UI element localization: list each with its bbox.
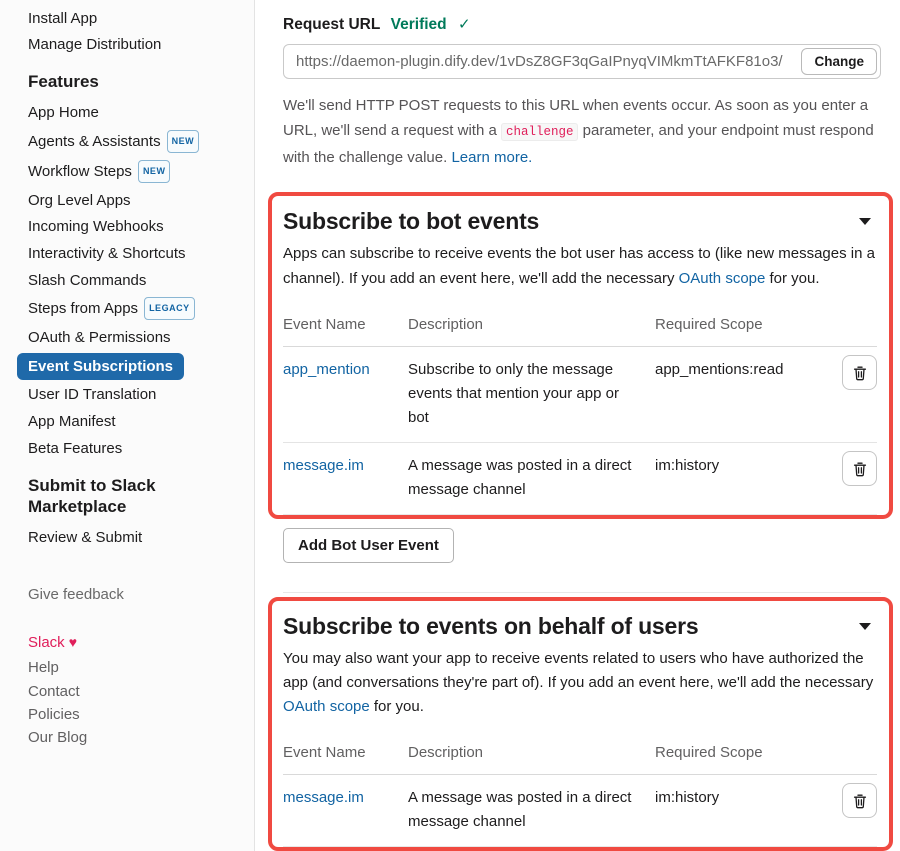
sidebar-item-slack[interactable]: Slack ♥ xyxy=(28,630,244,657)
sidebar-item-review-submit[interactable]: Review & Submit xyxy=(28,529,143,547)
sidebar-item-app-home[interactable]: App Home xyxy=(28,99,244,126)
delete-event-button[interactable] xyxy=(842,355,877,390)
sidebar-item-label: App Home xyxy=(28,103,99,121)
request-url-input[interactable]: https://daemon-plugin.dify.dev/1vDsZ8GF3… xyxy=(283,44,881,79)
sidebar-item-help[interactable]: Help xyxy=(28,659,59,677)
sidebar-item-label: App Manifest xyxy=(28,412,116,430)
bot-events-title: Subscribe to bot events xyxy=(283,208,540,234)
bot-events-table: Event Name Description Required Scope ap… xyxy=(283,301,877,515)
trash-icon xyxy=(852,365,868,381)
sidebar-heading-submit-to-slack-marketplace: Submit to Slack Marketplace xyxy=(28,476,156,517)
slack-link-label: Slack xyxy=(28,634,65,652)
sidebar-item-label: User ID Translation xyxy=(28,386,157,404)
bot-events-desc-part1: Apps can subscribe to receive events the… xyxy=(283,245,875,287)
event-required-scope: app_mentions:read xyxy=(655,361,784,378)
column-header-event-name: Event Name xyxy=(283,744,366,761)
column-header-description: Description xyxy=(408,316,484,333)
new-badge: NEW xyxy=(166,129,200,153)
sidebar-item-event-subscriptions-active[interactable]: Event Subscriptions xyxy=(17,352,185,380)
section-divider xyxy=(283,592,881,593)
event-description: Subscribe to only the message events tha… xyxy=(408,361,619,426)
sidebar-item-contact[interactable]: Contact xyxy=(28,682,80,700)
trash-icon xyxy=(852,793,868,809)
sidebar-heading-features: Features xyxy=(28,72,99,92)
sidebar-item-incoming-webhooks[interactable]: Incoming Webhooks xyxy=(28,214,244,241)
table-header-row: Event Name Description Required Scope xyxy=(283,301,877,347)
chevron-down-icon[interactable] xyxy=(859,623,871,630)
column-header-required-scope: Required Scope xyxy=(655,744,763,761)
sidebar-item-label: Beta Features xyxy=(28,439,123,457)
event-link-app-mention[interactable]: app_mention xyxy=(283,361,370,378)
sidebar-item-give-feedback[interactable]: Give feedback xyxy=(28,585,124,603)
column-header-event-name: Event Name xyxy=(283,316,366,333)
request-url-value: https://daemon-plugin.dify.dev/1vDsZ8GF3… xyxy=(296,53,783,70)
user-events-table: Event Name Description Required Scope me… xyxy=(283,729,877,847)
sidebar-item-steps-from-apps[interactable]: Steps from Apps LEGACY xyxy=(28,293,244,324)
heart-icon: ♥ xyxy=(68,634,77,651)
sidebar-item-label: Workflow Steps xyxy=(28,163,132,181)
event-required-scope: im:history xyxy=(655,457,720,474)
main-content: Request URL Verified ✓ https://daemon-pl… xyxy=(268,0,893,851)
user-events-desc-part2: for you. xyxy=(369,698,424,715)
sidebar: Install App Manage Distribution Features… xyxy=(0,0,255,851)
sidebar-item-manage-distribution[interactable]: Manage Distribution xyxy=(28,36,162,54)
learn-more-link[interactable]: Learn more. xyxy=(451,149,533,166)
trash-icon xyxy=(852,461,868,477)
sidebar-item-label: Incoming Webhooks xyxy=(28,218,164,236)
event-required-scope: im:history xyxy=(655,789,720,806)
add-bot-user-event-button[interactable]: Add Bot User Event xyxy=(283,528,454,563)
sidebar-item-install-app[interactable]: Install App xyxy=(28,9,98,27)
user-events-description: You may also want your app to receive ev… xyxy=(283,647,877,719)
sidebar-item-oauth-permissions[interactable]: OAuth & Permissions xyxy=(28,324,244,351)
sidebar-item-label: Steps from Apps xyxy=(28,300,139,318)
oauth-scope-link[interactable]: OAuth scope xyxy=(283,698,370,715)
table-header-row: Event Name Description Required Scope xyxy=(283,729,877,775)
sidebar-item-policies[interactable]: Policies xyxy=(28,706,80,724)
sidebar-item-label: OAuth & Permissions xyxy=(28,328,171,346)
new-badge: NEW xyxy=(137,160,171,184)
checkmark-icon: ✓ xyxy=(457,16,471,33)
sidebar-item-user-id-translation[interactable]: User ID Translation xyxy=(28,382,244,409)
help-text-part2: parameter, and your endpoint must respon… xyxy=(283,122,874,166)
table-row: app_mention Subscribe to only the messag… xyxy=(283,347,877,443)
table-row: message.im A message was posted in a dir… xyxy=(283,775,877,847)
column-header-description: Description xyxy=(408,744,484,761)
chevron-down-icon[interactable] xyxy=(859,218,871,225)
sidebar-item-label: Interactivity & Shortcuts xyxy=(28,244,186,262)
sidebar-item-workflow-steps[interactable]: Workflow Steps NEW xyxy=(28,156,244,187)
oauth-scope-link[interactable]: OAuth scope xyxy=(678,269,766,287)
sidebar-item-label: Org Level Apps xyxy=(28,191,131,209)
user-events-section-highlighted: Subscribe to events on behalf of users Y… xyxy=(268,597,893,851)
event-link-message-im[interactable]: message.im xyxy=(283,789,364,806)
request-url-help-text: We'll send HTTP POST requests to this UR… xyxy=(283,93,881,170)
delete-event-button[interactable] xyxy=(842,451,877,486)
sidebar-item-slash-commands[interactable]: Slash Commands xyxy=(28,267,244,294)
sidebar-item-org-level-apps[interactable]: Org Level Apps xyxy=(28,187,244,214)
legacy-badge: LEGACY xyxy=(144,297,195,321)
bot-events-description: Apps can subscribe to receive events the… xyxy=(283,242,877,291)
column-header-required-scope: Required Scope xyxy=(655,316,763,333)
bot-events-desc-part2: for you. xyxy=(765,269,820,287)
user-events-desc-part1: You may also want your app to receive ev… xyxy=(283,650,874,691)
help-text-part1: We'll send HTTP POST requests to this UR… xyxy=(283,97,869,139)
request-url-label: Request URL xyxy=(283,16,381,33)
user-events-title: Subscribe to events on behalf of users xyxy=(283,613,699,639)
table-row: message.im A message was posted in a dir… xyxy=(283,443,877,515)
change-button[interactable]: Change xyxy=(801,48,877,75)
challenge-code-chip: challenge xyxy=(500,123,579,141)
event-description: A message was posted in a direct message… xyxy=(408,789,632,830)
sidebar-item-interactivity-shortcuts[interactable]: Interactivity & Shortcuts xyxy=(28,240,244,267)
sidebar-item-app-manifest[interactable]: App Manifest xyxy=(28,408,244,435)
sidebar-item-label: Agents & Assistants xyxy=(28,132,161,150)
sidebar-item-beta-features[interactable]: Beta Features xyxy=(28,435,244,462)
bot-events-section-highlighted: Subscribe to bot events Apps can subscri… xyxy=(268,192,893,519)
sidebar-item-our-blog[interactable]: Our Blog xyxy=(28,729,88,747)
event-link-message-im[interactable]: message.im xyxy=(283,457,364,474)
sidebar-item-agents-assistants[interactable]: Agents & Assistants NEW xyxy=(28,126,244,157)
delete-event-button[interactable] xyxy=(842,783,877,818)
sidebar-item-label: Slash Commands xyxy=(28,271,147,289)
event-description: A message was posted in a direct message… xyxy=(408,457,632,498)
verified-status: Verified xyxy=(390,16,447,33)
request-url-header: Request URL Verified ✓ xyxy=(283,15,881,34)
